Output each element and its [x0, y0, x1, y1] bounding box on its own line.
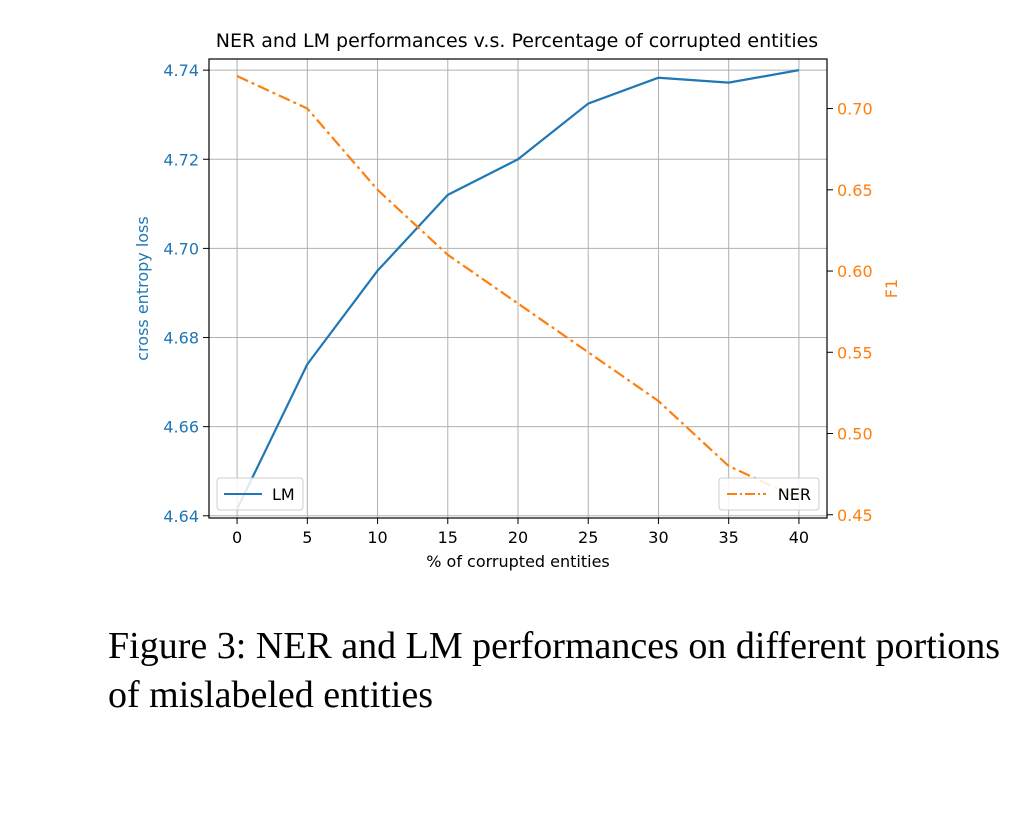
x-axis-label: % of corrupted entities [426, 552, 610, 571]
chart: NER and LM performances v.s. Percentage … [133, 30, 901, 571]
x-tick-label: 10 [367, 528, 387, 547]
right-y-tick-label: 0.60 [837, 262, 873, 281]
x-tick-label: 40 [789, 528, 809, 547]
legend-lm: LM [216, 477, 304, 511]
right-y-tick-label: 0.65 [837, 181, 873, 200]
axes: 0 5 10 15 20 25 30 35 40 4.64 4.66 4.68 4.70 4.72 4.74… [163, 61, 872, 547]
right-y-axis-label: F1 [882, 279, 901, 298]
legend-ner-label: NER [778, 485, 811, 504]
legend-ner: NER [718, 477, 820, 511]
figure-caption: Figure 3: NER and LM performances on dif… [108, 625, 1001, 716]
right-y-tick-label: 0.50 [837, 425, 873, 444]
left-y-tick-label: 4.64 [163, 507, 199, 526]
legend-lm-label: LM [272, 485, 295, 504]
x-tick-label: 30 [648, 528, 668, 547]
right-y-tick-label: 0.55 [837, 343, 873, 362]
ner-line [236, 75, 800, 500]
right-y-tick-label: 0.45 [837, 506, 873, 525]
x-tick-label: 35 [719, 528, 739, 547]
x-tick-label: 15 [438, 528, 458, 547]
left-y-tick-label: 4.74 [163, 61, 199, 80]
chart-title: NER and LM performances v.s. Percentage … [216, 30, 818, 52]
left-y-tick-label: 4.72 [163, 150, 199, 169]
x-tick-label: 0 [232, 528, 242, 547]
left-y-tick-label: 4.68 [163, 329, 199, 348]
right-y-tick-label: 0.70 [837, 100, 873, 119]
left-y-tick-label: 4.70 [163, 239, 199, 258]
left-y-axis-label: cross entropy loss [133, 216, 152, 360]
x-tick-label: 5 [302, 528, 312, 547]
x-tick-label: 25 [578, 528, 598, 547]
legend-ner-box [718, 477, 820, 511]
x-tick-label: 20 [508, 528, 528, 547]
left-y-tick-label: 4.66 [163, 418, 199, 437]
grid-lines [209, 59, 827, 518]
